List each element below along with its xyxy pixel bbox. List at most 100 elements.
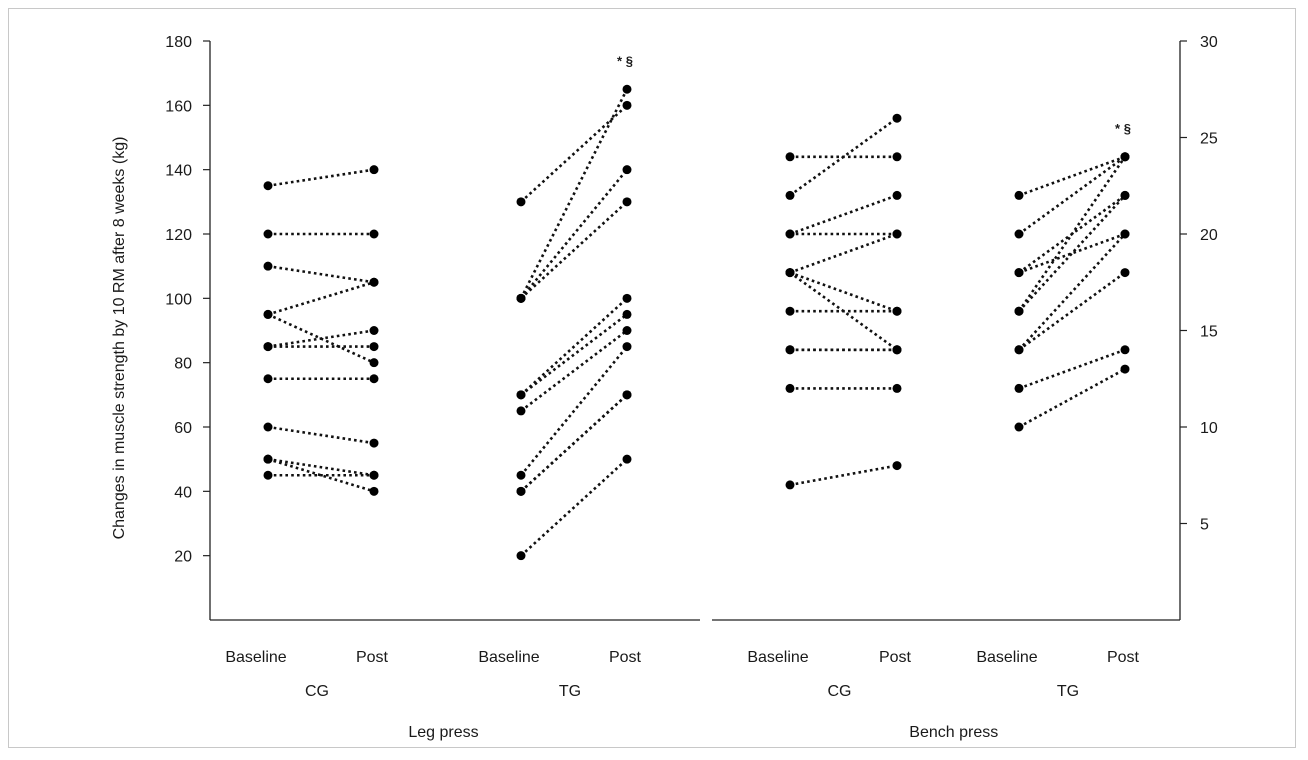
post-point [622,454,632,464]
subject-line [519,88,629,299]
post-point [892,190,902,200]
post-point [369,358,379,368]
post-label: Post [356,649,389,666]
post-point [369,470,379,480]
baseline-point [263,309,273,319]
subject-line [267,168,375,188]
post-point [1120,152,1130,162]
baseline-point [785,229,795,239]
subject-line [519,345,629,477]
subject-line [1018,271,1126,351]
baseline-point [263,261,273,271]
subject-line [520,313,628,396]
subject-line [267,264,375,284]
baseline-point [785,190,795,200]
baseline-point [785,306,795,316]
subject-line [1017,156,1127,312]
post-point [622,84,632,94]
exercise-label: Bench press [909,724,998,741]
post-point [622,197,632,207]
right-tick-label: 5 [1200,517,1209,534]
right-tick-label: 30 [1200,34,1218,51]
subject-line [520,297,628,396]
baseline-point [516,470,526,480]
post-point [622,309,632,319]
axes [203,40,1187,621]
right-tick-label: 15 [1200,324,1218,341]
post-point [622,293,632,303]
post-point [892,229,902,239]
subject-line [520,393,628,493]
baseline-point [1014,422,1024,432]
post-point [892,306,902,316]
left-tick-label: 120 [165,227,192,244]
post-point [1120,229,1130,239]
post-point [369,165,379,175]
baseline-point [516,486,526,496]
right-tick-label: 25 [1200,131,1218,148]
right-tick-label: 20 [1200,227,1218,244]
subject-line [789,232,898,274]
subject-line [519,168,629,300]
post-point [892,345,902,355]
baseline-point [516,406,526,416]
post-point [622,342,632,352]
right-tick-label: 10 [1200,420,1218,437]
left-tick-label: 160 [165,98,192,115]
baseline-point [516,390,526,400]
subject-line [520,329,628,412]
subject-line [267,457,375,477]
subject-line [1018,233,1126,351]
subject-line [789,271,898,313]
post-point [1120,268,1130,278]
post-point [622,100,632,110]
baseline-point [263,374,273,384]
group-label: CG [828,683,852,700]
baseline-point [263,342,273,352]
subject-line [267,425,375,445]
baseline-point [263,181,273,191]
post-point [892,383,902,393]
exercise-label: Leg press [408,724,478,741]
baseline-point [785,268,795,278]
baseline-point [1014,229,1024,239]
group-label: CG [305,683,329,700]
subject-line [1018,155,1126,236]
subject-line [520,104,628,203]
subject-line [789,117,898,197]
post-point [892,113,902,123]
significance-annotation: * § [617,53,633,68]
subject-line [1018,194,1126,313]
post-point [369,486,379,496]
post-label: Post [609,649,642,666]
post-point [622,165,632,175]
post-point [622,326,632,335]
baseline-point [1014,345,1024,355]
baseline-point [263,422,273,432]
baseline-point [516,293,526,303]
baseline-point [1014,383,1024,393]
post-point [1120,190,1130,200]
post-point [892,461,902,471]
post-point [622,390,632,400]
baseline-label: Baseline [976,649,1037,666]
post-point [1120,345,1130,355]
post-point [369,326,379,335]
post-label: Post [1107,649,1140,666]
baseline-point [1014,306,1024,316]
baseline-point [263,454,273,464]
baseline-point [785,383,795,393]
post-point [369,229,379,239]
subject-line [1018,232,1126,274]
left-tick-label: 180 [165,34,192,51]
post-point [369,277,379,287]
baseline-point [1014,268,1024,278]
subject-line [1018,155,1126,197]
baseline-point [1014,190,1024,200]
left-tick-label: 140 [165,163,192,180]
left-tick-label: 40 [174,484,192,501]
left-tick-label: 80 [174,356,192,373]
subject-line [789,464,898,487]
y-axis-label: Changes in muscle strength by 10 RM afte… [111,137,128,540]
